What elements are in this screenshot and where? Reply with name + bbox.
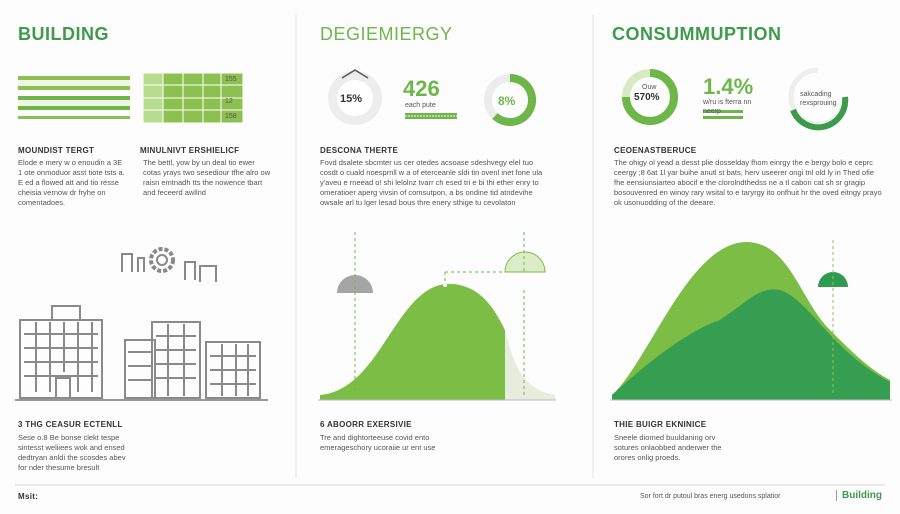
donut-green bbox=[484, 73, 537, 126]
footer-right: Sor fort dr putoul bras energ usedons sp… bbox=[640, 493, 781, 500]
footer-heading: THIE BUIGR EKNINICE bbox=[614, 420, 707, 429]
stat: 1.4% bbox=[703, 74, 754, 99]
hill-chart bbox=[318, 232, 556, 401]
footer-text: Sneele diomed buuldaning orv sotures onl… bbox=[614, 433, 722, 462]
gear-icon bbox=[121, 247, 217, 282]
stat-label: w/ru is fterra nn neerp bbox=[703, 99, 752, 115]
donut-gray bbox=[328, 69, 382, 125]
stripe-bars bbox=[18, 76, 130, 119]
donut-consumption bbox=[622, 69, 678, 125]
section-text: The bettl, yow by un deal tio ewer cotas… bbox=[143, 158, 271, 197]
column-title: DEGIEMIERGY bbox=[320, 24, 453, 44]
donut-label: 570% bbox=[634, 92, 660, 103]
footer-heading: 3 THG CEASUR ECTENLL bbox=[18, 420, 123, 429]
grid-label: 158 bbox=[225, 113, 237, 120]
section-heading: MOUNDIST TERGT bbox=[18, 146, 95, 155]
buildings bbox=[15, 305, 268, 401]
section-text: Elode e mery w o enoudin a 3E 1 ote onmo… bbox=[18, 158, 125, 207]
section-heading: CEOENASTBERUCE bbox=[614, 146, 697, 155]
column-title: CONSUMMUPTION bbox=[612, 24, 782, 44]
footer-brand: Building bbox=[836, 490, 882, 501]
donut-right bbox=[788, 67, 849, 131]
grid-label: 155 bbox=[225, 76, 237, 83]
donut-label: 15% bbox=[340, 93, 363, 105]
grid-label: 12 bbox=[225, 98, 233, 105]
stat: 426 bbox=[403, 76, 440, 101]
mountain-chart bbox=[610, 240, 892, 401]
footer-text: Tre and dightorteeuse covid ento emerage… bbox=[320, 433, 436, 452]
footer-left: Msit: bbox=[18, 492, 39, 501]
section-heading: DESCONA THERTE bbox=[320, 146, 399, 155]
grid-block bbox=[142, 72, 244, 124]
donut-label: 8% bbox=[498, 94, 516, 108]
footer-heading: 6 ABOORR EXERSIVIE bbox=[320, 420, 412, 429]
footer-text: Sese o.8 Be bonse clekt tespe sintesst w… bbox=[18, 433, 126, 472]
stripe bbox=[703, 116, 743, 119]
donut-label: sakcading rexsprouing bbox=[800, 91, 837, 107]
section-text: Fovd dsalete sbcmter us cer otedes acsoa… bbox=[320, 158, 543, 207]
section-text: The ohigy ol yead a desst plie dosselday… bbox=[614, 158, 882, 207]
donut-top-label: Ouw bbox=[642, 84, 657, 91]
stat-label: each pute bbox=[405, 102, 436, 109]
section-heading: MINULNIVT ERSHIELICF bbox=[140, 146, 240, 155]
column-title: BUILDING bbox=[18, 24, 109, 44]
stripe bbox=[703, 110, 743, 113]
